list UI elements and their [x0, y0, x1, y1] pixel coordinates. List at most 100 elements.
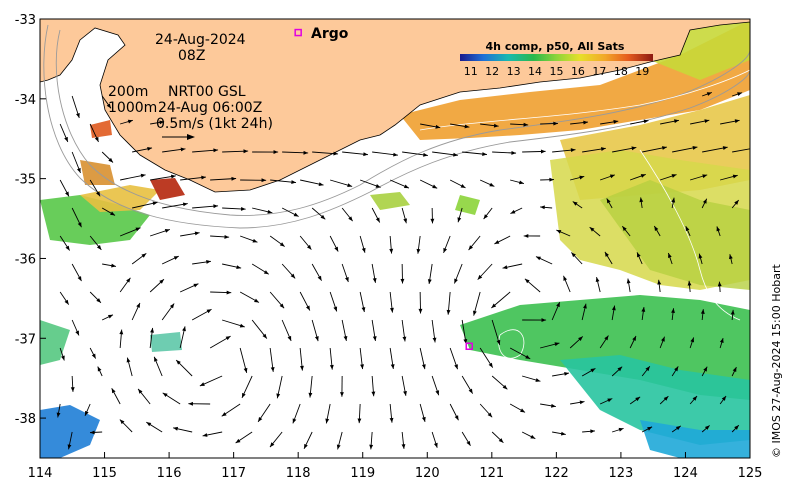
lat-tick-label: -36	[15, 252, 36, 267]
current-vector-head	[267, 209, 273, 214]
current-vector-head	[560, 431, 566, 436]
current-vector-head	[535, 378, 541, 382]
current-vector-head	[535, 256, 541, 261]
current-vector-head	[182, 202, 188, 207]
current-vector-head	[643, 119, 649, 124]
current-vector-head	[435, 124, 441, 129]
current-vector-head	[126, 357, 131, 363]
current-vector-head	[347, 183, 353, 188]
current-vector-head	[468, 245, 474, 251]
current-vector-head	[270, 367, 275, 372]
current-vector-head	[56, 412, 61, 418]
colorbar-label: 15	[550, 65, 564, 78]
current-vector-head	[345, 277, 349, 282]
current-vector-head	[613, 119, 619, 124]
current-vector-head	[76, 112, 80, 118]
current-vector-head	[224, 234, 230, 239]
lon-tick-label: 116	[157, 466, 182, 481]
current-vector-head	[61, 355, 65, 361]
current-vector-head	[607, 398, 613, 403]
current-vector-head	[65, 191, 69, 197]
current-vector-head	[276, 393, 281, 399]
current-vector-head	[641, 307, 646, 312]
current-vector-head	[201, 175, 206, 180]
current-vector-head	[340, 392, 344, 397]
current-vector-head	[721, 395, 727, 401]
current-vector-head	[369, 444, 374, 450]
current-vector-head	[292, 418, 297, 424]
current-vector-head	[188, 401, 193, 406]
current-vector-head	[372, 277, 377, 283]
current-vector-head	[262, 333, 267, 339]
current-vector-head	[590, 429, 596, 434]
current-vector-head	[403, 184, 409, 189]
current-vector-head	[119, 329, 124, 335]
current-vector-head	[180, 147, 186, 152]
current-vector	[732, 148, 750, 153]
colorbar-label: 14	[528, 65, 542, 78]
current-vector-head	[159, 120, 165, 125]
current-vector-head	[728, 254, 733, 260]
current-vector-head	[136, 302, 140, 308]
current-vector-head	[119, 419, 125, 425]
current-vector-head	[416, 248, 421, 254]
date-label: 24-Aug-2024	[155, 32, 246, 48]
current-vector-head	[477, 274, 483, 280]
current-vector-head	[67, 444, 72, 450]
current-vector-head	[138, 388, 143, 394]
current-vector-head	[389, 417, 394, 423]
current-vector-head	[206, 260, 211, 264]
current-vector-head	[502, 384, 508, 390]
current-vector-head	[430, 218, 435, 224]
current-vector-head	[706, 92, 712, 96]
current-vector-head	[692, 146, 698, 150]
current-vector-head	[493, 123, 499, 128]
current-vector-head	[454, 415, 459, 421]
current-vector-head	[502, 265, 508, 270]
current-vector-head	[498, 438, 504, 443]
credit-label: © IMOS 27-Aug-2024 15:00 Hobart	[770, 264, 783, 458]
argo-float-marker	[294, 28, 302, 37]
current-vector-head	[692, 395, 698, 401]
current-vector-head	[85, 410, 89, 416]
current-vector-head	[510, 209, 516, 214]
current-vector-head	[111, 388, 116, 394]
product-label: NRT00 GSL	[168, 84, 246, 100]
argo-floats	[294, 28, 473, 351]
current-vector-head	[343, 336, 348, 341]
current-vector-head	[511, 150, 517, 155]
velocity-scale-arrow	[162, 134, 195, 140]
current-vector-head	[199, 382, 205, 386]
argo-float-marker	[465, 342, 473, 351]
colorbar-labels: 11 12 13 14 15 16 17 18 19	[464, 65, 650, 78]
current-vector-head	[290, 273, 296, 279]
current-vector-head	[393, 152, 398, 157]
sst-layer	[40, 20, 750, 458]
current-vector-head	[97, 366, 102, 372]
current-vector-head	[140, 173, 146, 178]
current-vector-head	[336, 444, 341, 450]
current-vector-head	[154, 356, 158, 362]
current-vector-head	[541, 318, 547, 323]
current-vector-head	[94, 136, 99, 142]
current-vector-head	[600, 147, 606, 151]
current-vector-head	[496, 339, 501, 345]
time-label: 08Z	[178, 48, 205, 64]
current-vector-head	[589, 227, 595, 232]
current-vector-head	[213, 204, 219, 209]
current-vector-head	[488, 362, 493, 368]
current-vector-head	[427, 279, 432, 284]
current-vector-head	[182, 326, 186, 332]
current-vector-head	[106, 103, 111, 109]
lon-tick-label: 120	[415, 466, 440, 481]
current-vector-head	[320, 214, 326, 220]
current-vector-head	[432, 184, 438, 189]
current-vector-head	[363, 152, 369, 157]
current-vector-head	[632, 335, 637, 341]
colorbar-label: 18	[614, 65, 628, 78]
argo-label: Argo	[311, 26, 349, 42]
current-vector-head	[333, 306, 338, 312]
current-vector-head	[226, 290, 232, 295]
current-vector-head	[263, 270, 269, 275]
lat-tick-label: -35	[15, 173, 36, 188]
